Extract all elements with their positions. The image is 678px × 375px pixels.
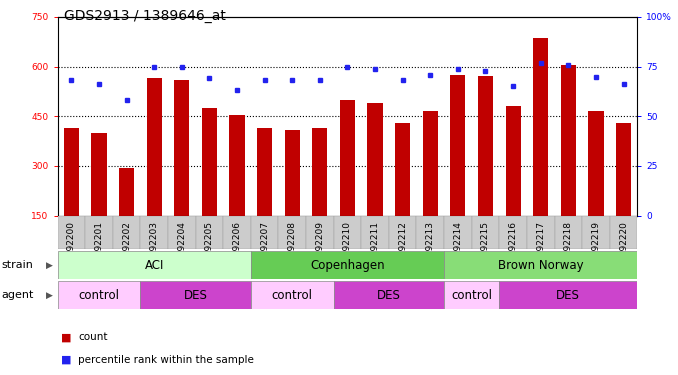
Bar — [202, 108, 217, 216]
Text: ■: ■ — [61, 355, 71, 365]
Text: Brown Norway: Brown Norway — [498, 259, 584, 272]
Bar — [64, 128, 79, 216]
Text: GSM92217: GSM92217 — [536, 220, 545, 270]
Bar — [340, 100, 355, 216]
Bar — [416, 216, 444, 249]
Bar — [444, 281, 499, 309]
Text: GSM92201: GSM92201 — [94, 220, 104, 270]
Bar — [251, 216, 279, 249]
Text: control: control — [451, 289, 492, 302]
Bar — [113, 216, 140, 249]
Text: GSM92216: GSM92216 — [508, 220, 517, 270]
Text: GSM92220: GSM92220 — [619, 220, 628, 270]
Bar — [119, 168, 134, 216]
Bar — [196, 216, 223, 249]
Bar — [389, 216, 416, 249]
Text: GSM92218: GSM92218 — [564, 220, 573, 270]
Bar — [561, 65, 576, 216]
Bar — [589, 111, 603, 216]
Text: GSM92207: GSM92207 — [260, 220, 269, 270]
Bar — [533, 38, 549, 216]
Text: GSM92210: GSM92210 — [343, 220, 352, 270]
Text: DES: DES — [184, 289, 207, 302]
Text: GDS2913 / 1389646_at: GDS2913 / 1389646_at — [64, 9, 226, 23]
Text: GSM92209: GSM92209 — [315, 220, 324, 270]
Text: GSM92214: GSM92214 — [454, 220, 462, 270]
Bar — [285, 129, 300, 216]
Bar — [472, 216, 499, 249]
Text: strain: strain — [1, 260, 33, 270]
Text: GSM92215: GSM92215 — [481, 220, 490, 270]
Text: DES: DES — [377, 289, 401, 302]
Bar — [422, 111, 438, 216]
Bar — [610, 216, 637, 249]
Bar — [444, 251, 637, 279]
Bar — [223, 216, 251, 249]
Text: control: control — [272, 289, 313, 302]
Bar — [229, 115, 245, 216]
Bar — [367, 103, 382, 216]
Bar — [395, 123, 410, 216]
Bar — [306, 216, 334, 249]
Text: GSM92204: GSM92204 — [178, 220, 186, 270]
Bar — [313, 128, 327, 216]
Bar — [450, 75, 466, 216]
Bar — [444, 216, 472, 249]
Bar — [334, 216, 361, 249]
Bar — [506, 106, 521, 216]
Bar — [527, 216, 555, 249]
Text: GSM92208: GSM92208 — [287, 220, 297, 270]
Bar — [58, 281, 140, 309]
Text: GSM92203: GSM92203 — [150, 220, 159, 270]
Text: ACI: ACI — [144, 259, 164, 272]
Bar — [251, 281, 334, 309]
Text: DES: DES — [557, 289, 580, 302]
Text: percentile rank within the sample: percentile rank within the sample — [78, 355, 254, 365]
Bar — [257, 128, 273, 216]
Bar — [146, 78, 162, 216]
Text: count: count — [78, 333, 108, 342]
Text: ■: ■ — [61, 333, 71, 342]
Bar — [582, 216, 610, 249]
Text: ▶: ▶ — [46, 291, 53, 300]
Text: GSM92200: GSM92200 — [67, 220, 76, 270]
Bar — [92, 133, 106, 216]
Bar — [58, 251, 251, 279]
Bar — [334, 281, 444, 309]
Bar — [85, 216, 113, 249]
Bar — [555, 216, 582, 249]
Text: GSM92205: GSM92205 — [205, 220, 214, 270]
Text: GSM92219: GSM92219 — [591, 220, 601, 270]
Bar — [499, 216, 527, 249]
Text: GSM92213: GSM92213 — [426, 220, 435, 270]
Text: ▶: ▶ — [46, 261, 53, 270]
Bar — [140, 216, 168, 249]
Bar — [251, 251, 444, 279]
Text: GSM92212: GSM92212 — [398, 220, 407, 270]
Text: agent: agent — [1, 290, 34, 300]
Bar — [58, 216, 85, 249]
Text: Copenhagen: Copenhagen — [310, 259, 385, 272]
Text: control: control — [79, 289, 119, 302]
Bar — [499, 281, 637, 309]
Bar — [174, 80, 189, 216]
Bar — [361, 216, 389, 249]
Bar — [140, 281, 251, 309]
Bar — [279, 216, 306, 249]
Bar — [168, 216, 196, 249]
Text: GSM92202: GSM92202 — [122, 220, 131, 270]
Bar — [616, 123, 631, 216]
Bar — [478, 76, 493, 216]
Text: GSM92211: GSM92211 — [371, 220, 380, 270]
Text: GSM92206: GSM92206 — [233, 220, 241, 270]
